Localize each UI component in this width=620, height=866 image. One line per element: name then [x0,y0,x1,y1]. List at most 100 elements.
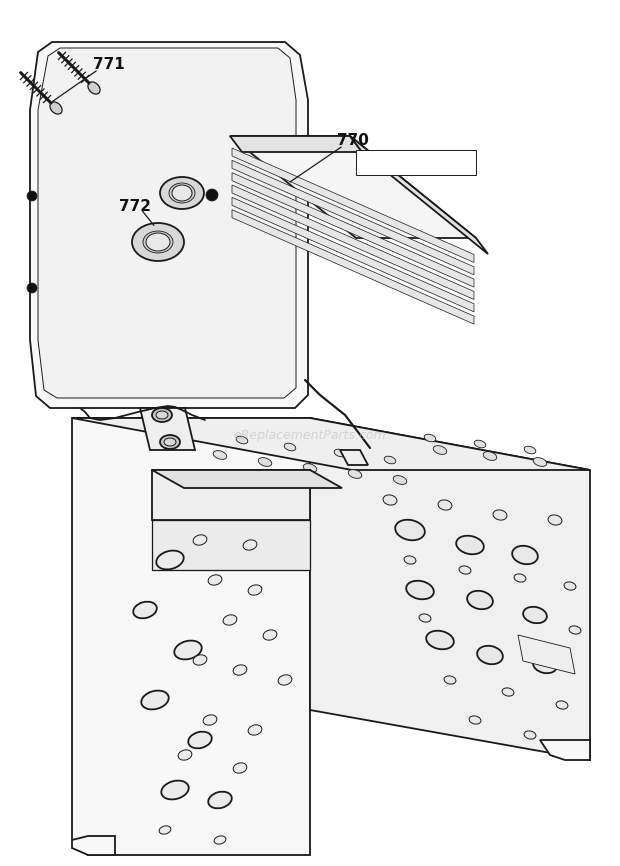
Circle shape [206,189,218,201]
Ellipse shape [50,102,62,114]
Ellipse shape [514,574,526,582]
Ellipse shape [203,714,217,725]
Polygon shape [72,418,310,855]
Ellipse shape [524,446,536,454]
Ellipse shape [444,675,456,684]
Ellipse shape [524,731,536,739]
Ellipse shape [160,177,204,209]
Polygon shape [232,210,474,324]
Ellipse shape [208,792,232,808]
Polygon shape [140,408,195,450]
Polygon shape [340,450,368,465]
Ellipse shape [383,494,397,505]
Ellipse shape [263,630,277,640]
Ellipse shape [469,716,481,724]
Ellipse shape [438,500,452,510]
Polygon shape [232,160,474,275]
Polygon shape [540,740,590,760]
Ellipse shape [146,233,170,251]
Ellipse shape [243,540,257,550]
Ellipse shape [253,494,267,505]
Ellipse shape [143,231,173,253]
Polygon shape [232,148,474,262]
Polygon shape [232,197,474,312]
Ellipse shape [483,452,497,461]
Ellipse shape [456,536,484,554]
Ellipse shape [477,646,503,664]
Circle shape [27,191,37,201]
Polygon shape [518,635,575,674]
Ellipse shape [169,183,195,203]
Ellipse shape [426,630,454,650]
Ellipse shape [233,665,247,675]
Ellipse shape [467,591,493,609]
Ellipse shape [459,565,471,574]
Polygon shape [230,136,476,238]
Polygon shape [232,172,474,288]
Ellipse shape [161,780,188,799]
Ellipse shape [213,485,227,495]
Polygon shape [72,836,115,855]
Polygon shape [350,136,488,254]
Polygon shape [232,185,474,300]
Ellipse shape [193,655,207,665]
Ellipse shape [348,469,362,478]
Ellipse shape [233,763,247,773]
Ellipse shape [133,602,157,618]
Ellipse shape [474,440,486,448]
Ellipse shape [533,457,547,467]
Ellipse shape [284,443,296,451]
Ellipse shape [248,585,262,595]
Ellipse shape [160,435,180,449]
Ellipse shape [433,446,447,455]
Ellipse shape [159,826,171,834]
Ellipse shape [493,510,507,520]
Ellipse shape [395,520,425,540]
Ellipse shape [419,614,431,622]
Ellipse shape [278,675,292,685]
Ellipse shape [214,836,226,844]
Polygon shape [152,520,310,570]
Ellipse shape [384,456,396,464]
Polygon shape [38,48,296,398]
Ellipse shape [132,223,184,261]
Ellipse shape [248,725,262,735]
Ellipse shape [303,463,317,472]
Polygon shape [230,136,362,152]
Ellipse shape [548,515,562,525]
Ellipse shape [178,750,192,760]
Ellipse shape [564,582,576,590]
Ellipse shape [156,411,168,419]
Ellipse shape [502,688,514,696]
Text: 770: 770 [337,132,370,148]
Ellipse shape [523,607,547,624]
Ellipse shape [334,449,346,456]
Circle shape [27,283,37,293]
Ellipse shape [164,438,176,446]
Ellipse shape [213,450,227,459]
Polygon shape [152,470,310,520]
Ellipse shape [188,732,212,748]
Ellipse shape [556,701,568,709]
Ellipse shape [533,656,557,673]
Ellipse shape [236,436,248,443]
Ellipse shape [156,551,184,570]
Polygon shape [30,42,308,408]
Ellipse shape [193,535,207,546]
Ellipse shape [223,615,237,625]
Ellipse shape [152,408,172,422]
Text: 772: 772 [119,198,151,214]
Ellipse shape [258,457,272,467]
Text: eReplacementParts.com: eReplacementParts.com [234,430,386,443]
Ellipse shape [174,641,202,659]
Polygon shape [72,418,590,470]
Ellipse shape [172,185,192,201]
Polygon shape [152,470,342,488]
Ellipse shape [424,434,436,442]
Ellipse shape [208,575,222,585]
Ellipse shape [569,626,581,634]
Ellipse shape [88,82,100,94]
Polygon shape [310,418,590,760]
Ellipse shape [512,546,538,565]
Polygon shape [356,150,476,175]
